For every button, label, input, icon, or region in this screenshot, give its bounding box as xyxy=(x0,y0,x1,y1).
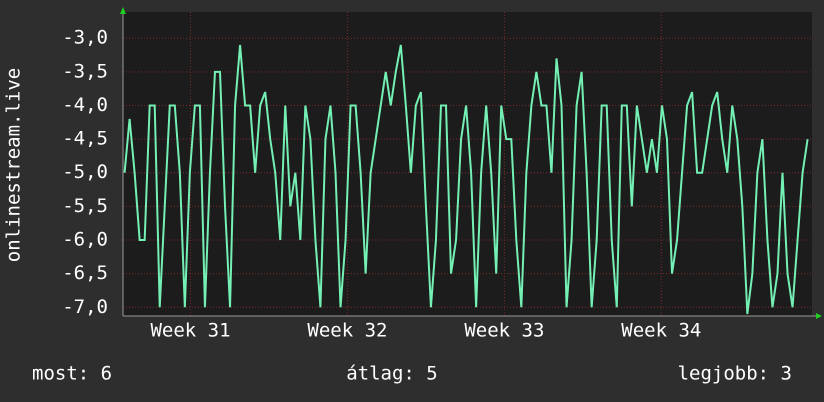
x-tick-label: Week 33 xyxy=(464,320,544,342)
y-tick-label: -7,0 xyxy=(62,296,108,318)
footer-most: most: 6 xyxy=(32,363,112,385)
y-tick-label: -3,5 xyxy=(62,60,108,82)
plot xyxy=(123,44,809,315)
y-axis-label: onlinestream.live xyxy=(3,68,25,262)
y-tick-label: -3,0 xyxy=(62,27,108,49)
plot-area xyxy=(123,12,812,316)
footer-best: legjobb: 3 xyxy=(678,363,792,385)
x-arrow xyxy=(816,313,822,319)
x-tick-label: Week 34 xyxy=(621,320,701,342)
y-tick-label: -4,5 xyxy=(62,128,108,150)
y-tick-label: -6,5 xyxy=(62,262,108,284)
data-line xyxy=(123,44,809,315)
x-tick-label: Week 32 xyxy=(307,320,387,342)
y-tick-label: -6,0 xyxy=(62,229,108,251)
y-tick-label: -5,0 xyxy=(62,161,108,183)
x-tick-label: Week 31 xyxy=(150,320,230,342)
footer-average: átlag: 5 xyxy=(346,363,438,385)
y-tick-label: -4,0 xyxy=(62,94,108,116)
y-arrow xyxy=(120,7,126,14)
y-tick-label: -5,5 xyxy=(62,195,108,217)
